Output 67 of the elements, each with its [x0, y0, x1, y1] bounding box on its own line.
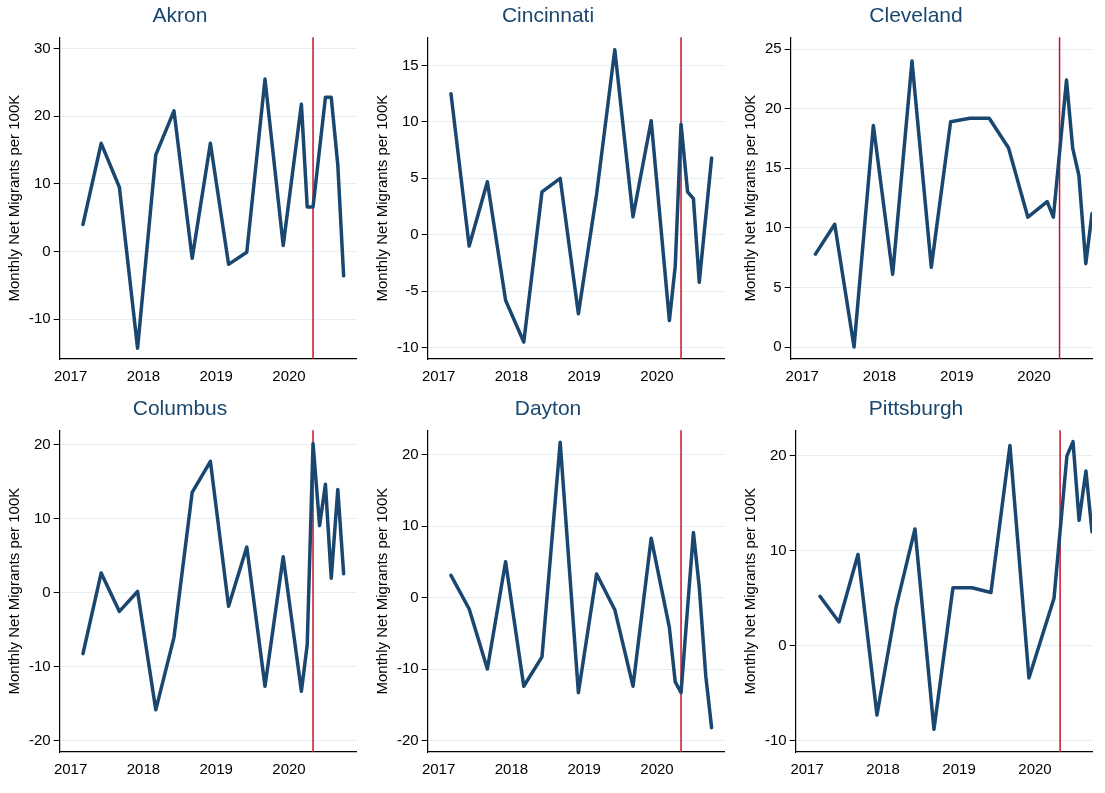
- y-tick-label: -20: [396, 730, 419, 748]
- y-tick-label: 0: [410, 224, 419, 242]
- y-tick-label: 10: [33, 509, 51, 527]
- y-tick-label: -10: [28, 309, 51, 327]
- x-tick-label: 2017: [421, 760, 456, 778]
- x-tick-label: 2020: [272, 760, 306, 778]
- x-tick-label: 2018: [126, 760, 161, 778]
- x-tick-label: 2017: [785, 367, 819, 385]
- y-tick-label: -20: [28, 731, 51, 749]
- x-tick-label: 2019: [567, 367, 601, 385]
- y-tick-label: 20: [33, 435, 51, 453]
- y-axis-title: Monthly Net Migrants per 100K: [373, 487, 391, 695]
- y-tick-label: 5: [773, 277, 782, 295]
- x-tick-label: 2018: [494, 367, 529, 385]
- x-tick-label: 2020: [272, 367, 306, 385]
- x-tick-label: 2020: [1017, 367, 1051, 385]
- y-axis-title: Monthly Net Migrants per 100K: [373, 94, 391, 302]
- y-tick-label: 0: [773, 337, 782, 355]
- x-tick-label: 2019: [199, 760, 233, 778]
- x-tick-label: 2018: [126, 367, 161, 385]
- chart-title: Cincinnati: [501, 3, 595, 27]
- y-tick-label: 5: [410, 168, 419, 186]
- x-tick-label: 2017: [421, 367, 456, 385]
- y-tick-label: 20: [769, 445, 787, 463]
- y-tick-label: 0: [778, 635, 787, 653]
- x-tick-label: 2020: [1018, 760, 1052, 778]
- x-tick-label: 2019: [199, 367, 233, 385]
- y-axis-title: Monthly Net Migrants per 100K: [741, 94, 759, 302]
- x-tick-label: 2018: [866, 760, 900, 778]
- x-tick-label: 2019: [567, 760, 601, 778]
- y-tick-label: -10: [396, 337, 419, 355]
- y-tick-label: 30: [33, 38, 51, 56]
- x-tick-label: 2020: [640, 367, 674, 385]
- y-tick-label: 10: [765, 218, 782, 236]
- y-tick-label: -10: [28, 657, 51, 675]
- y-axis-title: Monthly Net Migrants per 100K: [5, 487, 23, 695]
- y-tick-label: -5: [405, 281, 419, 299]
- x-tick-label: 2017: [53, 367, 88, 385]
- x-tick-label: 2018: [494, 760, 529, 778]
- y-tick-label: 15: [765, 158, 782, 176]
- x-tick-label: 2018: [862, 367, 897, 385]
- x-tick-label: 2019: [940, 367, 974, 385]
- chart-title: Pittsburgh: [868, 396, 964, 420]
- y-tick-label: -10: [764, 730, 787, 748]
- y-tick-label: 10: [401, 516, 419, 534]
- x-tick-label: 2017: [790, 760, 824, 778]
- y-tick-label: 20: [33, 106, 51, 124]
- x-tick-label: 2017: [53, 760, 88, 778]
- y-tick-label: 10: [401, 112, 419, 130]
- y-tick-label: 20: [765, 98, 782, 116]
- y-tick-label: 15: [401, 55, 419, 73]
- x-tick-label: 2019: [942, 760, 976, 778]
- y-axis-title: Monthly Net Migrants per 100K: [741, 487, 759, 695]
- chart-title: Dayton: [514, 396, 582, 420]
- y-tick-label: -10: [396, 659, 419, 677]
- y-tick-label: 25: [765, 39, 782, 57]
- y-tick-label: 20: [401, 444, 419, 462]
- y-tick-label: 0: [410, 587, 419, 605]
- y-axis-title: Monthly Net Migrants per 100K: [5, 94, 23, 302]
- y-tick-label: 10: [33, 174, 51, 192]
- y-tick-label: 0: [42, 583, 51, 601]
- y-tick-label: 10: [769, 540, 787, 558]
- chart-title: Akron: [152, 3, 208, 27]
- chart-title: Columbus: [132, 396, 228, 420]
- y-tick-label: 0: [42, 241, 51, 259]
- chart-title: Cleveland: [869, 3, 963, 27]
- x-tick-label: 2020: [640, 760, 674, 778]
